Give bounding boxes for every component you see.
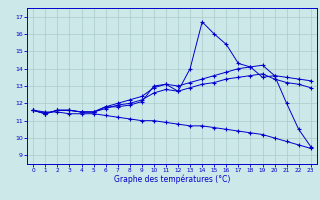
X-axis label: Graphe des températures (°C): Graphe des températures (°C) — [114, 175, 230, 184]
